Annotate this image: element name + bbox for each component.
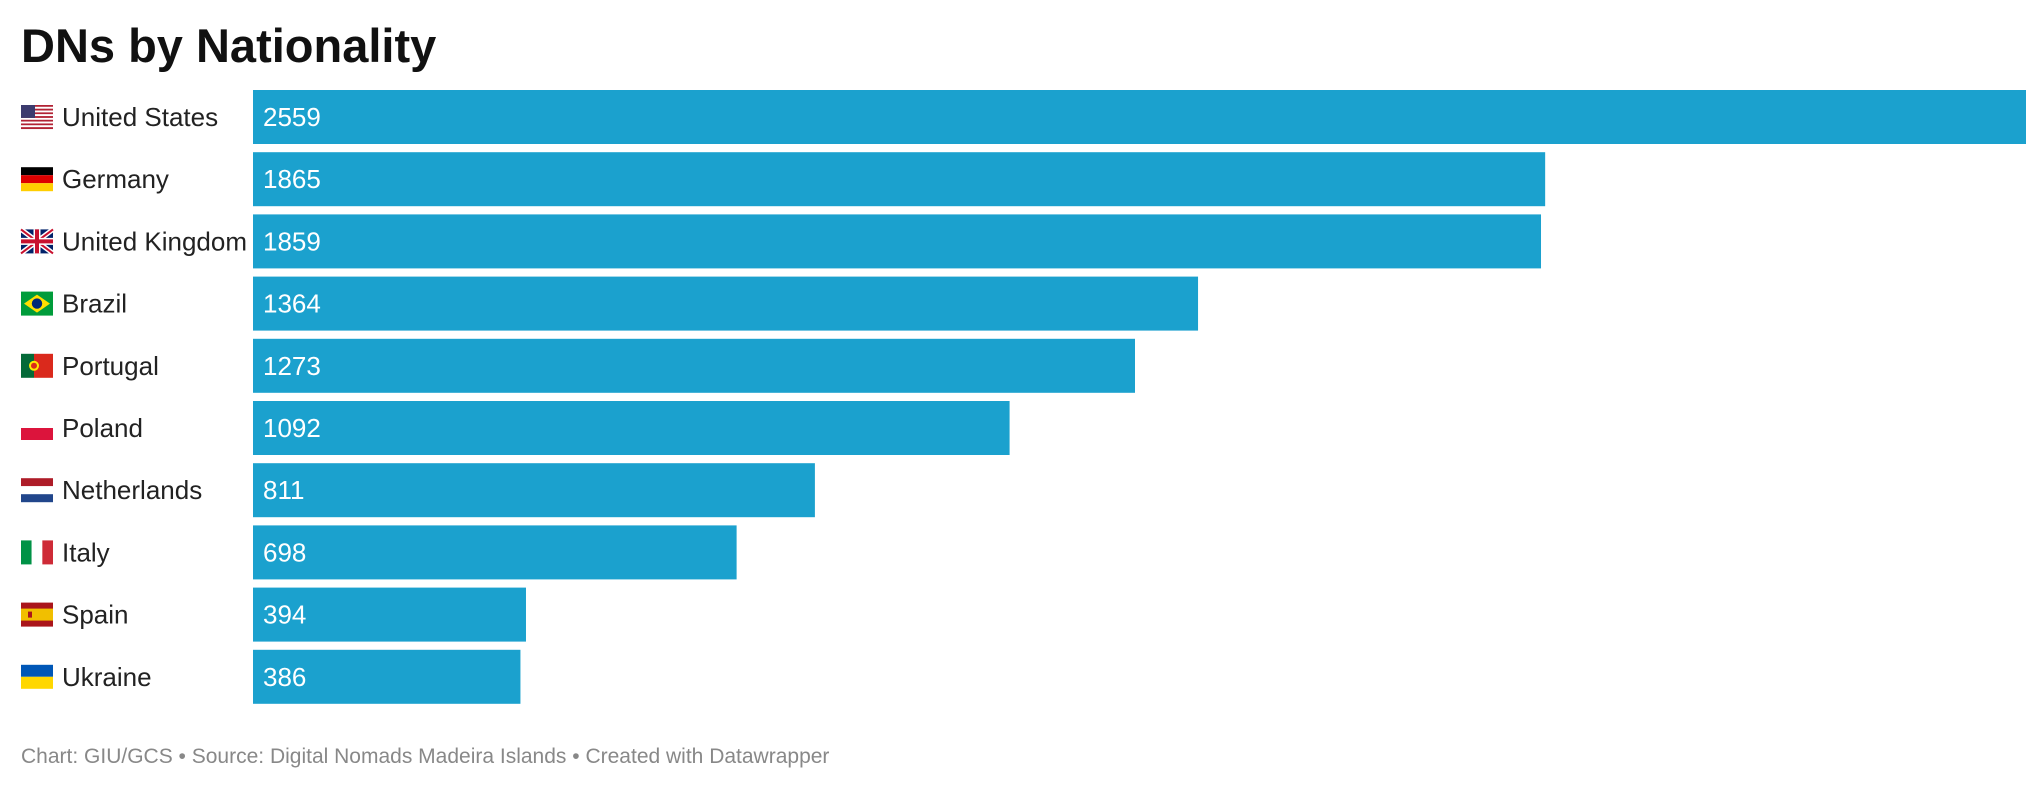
category-label: Ukraine — [62, 662, 152, 692]
chart-title: DNs by Nationality — [21, 19, 437, 72]
value-label: 1859 — [263, 226, 321, 256]
us-flag-icon — [21, 105, 53, 130]
category-label: United States — [62, 102, 218, 132]
category-label: Portugal — [62, 351, 159, 381]
footer-separator: • — [572, 745, 580, 768]
bar — [253, 276, 1199, 331]
pl-flag-icon — [21, 416, 53, 440]
footer-separator: • — [178, 745, 186, 768]
it-flag-icon — [21, 540, 53, 565]
category-label: Italy — [62, 537, 110, 567]
category-label: Germany — [62, 164, 169, 194]
value-label: 386 — [263, 662, 306, 692]
bar — [253, 90, 2026, 144]
bar — [253, 401, 1010, 455]
category-label: Poland — [62, 413, 143, 443]
value-label: 1092 — [263, 413, 321, 443]
value-label: 1865 — [263, 164, 321, 194]
chart-source: Source: Digital Nomads Madeira Islands — [191, 745, 567, 768]
es-flag-icon — [21, 602, 53, 627]
bar — [253, 152, 1546, 207]
category-label: United Kingdom — [62, 226, 247, 256]
bar — [253, 214, 1542, 269]
br-flag-icon — [21, 291, 53, 316]
category-label: Spain — [62, 600, 129, 630]
gb-flag-icon — [19, 227, 55, 256]
chart-credit: Chart: GIU/GCS — [21, 745, 173, 768]
ua-flag-icon — [21, 664, 53, 689]
bar — [253, 463, 815, 518]
chart-tool-credit: Created with Datawrapper — [585, 745, 830, 768]
value-label: 2559 — [263, 102, 321, 132]
category-label: Netherlands — [62, 475, 202, 505]
value-label: 1273 — [263, 351, 321, 381]
value-label: 394 — [263, 600, 306, 630]
pt-flag-icon — [21, 353, 53, 378]
value-label: 698 — [263, 537, 306, 567]
de-flag-icon — [21, 167, 53, 192]
bar — [253, 649, 521, 704]
bar — [253, 338, 1135, 393]
chart-footer: Chart: GIU/GCS • Source: Digital Nomads … — [21, 743, 829, 771]
nl-flag-icon — [21, 478, 53, 503]
value-label: 1364 — [263, 289, 321, 319]
bar — [253, 525, 737, 580]
value-label: 811 — [263, 475, 304, 505]
bar — [253, 587, 526, 642]
category-label: Brazil — [62, 289, 127, 319]
